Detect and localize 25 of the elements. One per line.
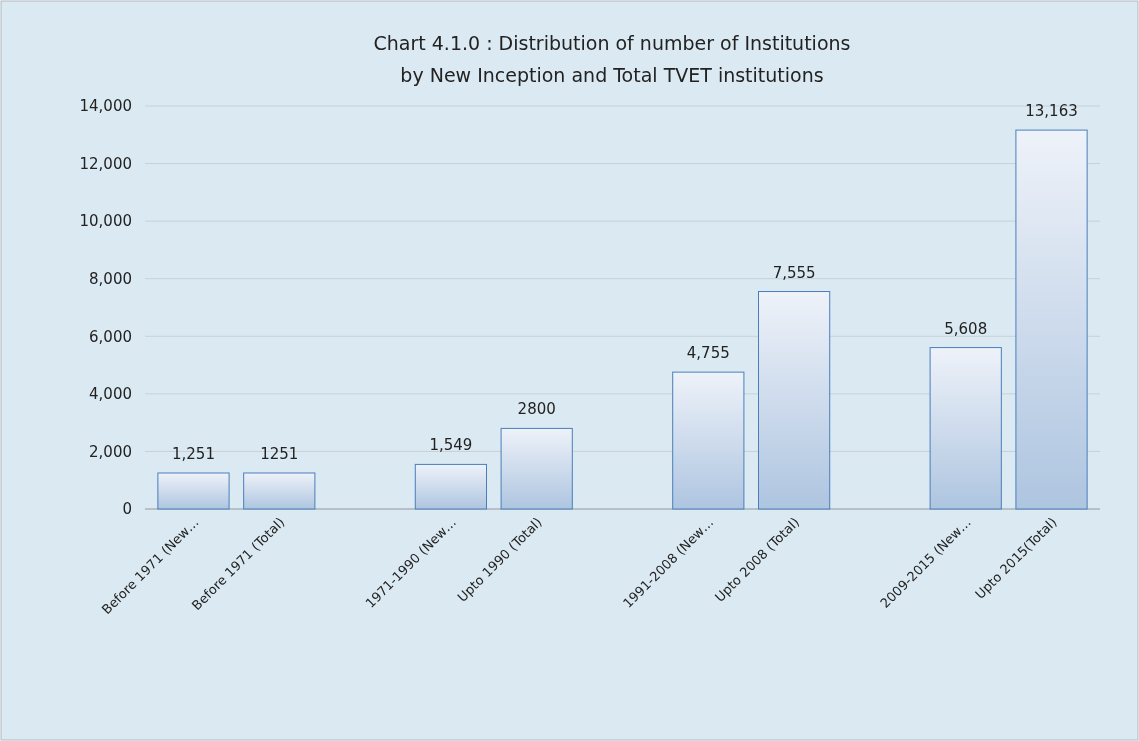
y-tick-label: 0 bbox=[122, 500, 132, 519]
data-label: 1251 bbox=[260, 444, 299, 463]
data-label: 7,555 bbox=[772, 263, 816, 282]
y-tick-label: 8,000 bbox=[89, 269, 132, 288]
y-tick-label: 12,000 bbox=[79, 154, 132, 173]
bar bbox=[157, 472, 230, 510]
y-tick-label: 4,000 bbox=[89, 385, 132, 404]
data-label: 1,549 bbox=[429, 436, 473, 455]
chart-title: Chart 4.1.0 : Distribution of number of Institutions by New Inception and Total TVET institutions bbox=[373, 32, 851, 86]
data-label: 5,608 bbox=[944, 319, 988, 338]
bar bbox=[500, 427, 573, 510]
y-tick-label: 2,000 bbox=[89, 442, 132, 461]
bar bbox=[758, 291, 831, 510]
y-tick-label: 10,000 bbox=[79, 212, 132, 231]
data-label: 13,163 bbox=[1025, 102, 1078, 121]
bar bbox=[243, 472, 316, 510]
bar bbox=[414, 463, 487, 510]
y-tick-label: 14,000 bbox=[79, 97, 132, 116]
bar bbox=[929, 347, 1002, 510]
bar bbox=[672, 371, 745, 510]
data-label: 1,251 bbox=[172, 444, 215, 463]
y-tick-label: 6,000 bbox=[89, 327, 132, 346]
data-label: 4,755 bbox=[686, 344, 730, 363]
bar bbox=[1015, 129, 1088, 510]
data-label: 2800 bbox=[517, 400, 556, 419]
